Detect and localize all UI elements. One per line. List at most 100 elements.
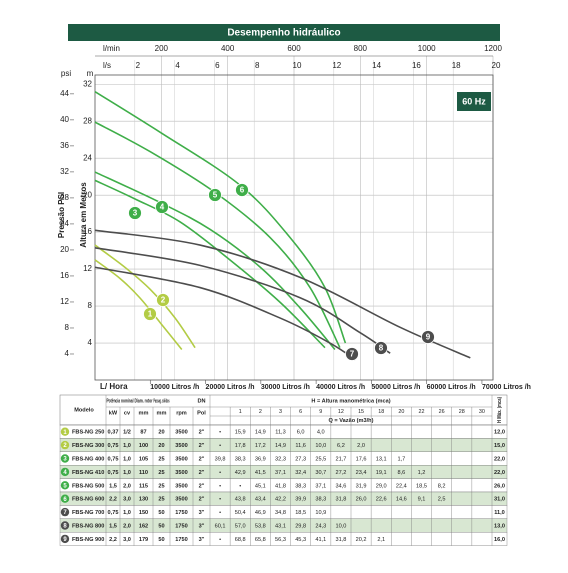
table-cell: rpm xyxy=(176,410,187,416)
table: Modelo Potência nominal Diam. rotor Passag.… xyxy=(59,394,508,546)
curve xyxy=(94,171,336,351)
table-cell: 14,6 xyxy=(396,497,407,503)
table-cell: • xyxy=(219,443,221,449)
table-cell: 0,75 xyxy=(108,443,119,449)
table-cell: 1750 xyxy=(175,523,187,529)
x3-tick-label: 4 xyxy=(175,61,180,70)
table-cell: 42,2 xyxy=(275,497,286,503)
table-cell: 60,1 xyxy=(215,523,226,529)
table-cell: 43,8 xyxy=(235,497,246,503)
table-cell: 50 xyxy=(158,523,164,529)
table-cell: 32,4 xyxy=(295,470,306,476)
table-cell: 2,2 xyxy=(109,497,117,503)
table-cell: 3" xyxy=(199,510,205,516)
curve-badge xyxy=(421,330,435,344)
table-cell: 27,2 xyxy=(335,470,346,476)
table-cell: 26,0 xyxy=(356,497,367,503)
x3-tick-label: 10 xyxy=(293,61,302,70)
table-cell: 2" xyxy=(199,430,205,436)
row-badge-label: 6 xyxy=(63,497,67,503)
table-cell: FBS-NG 600 xyxy=(72,497,104,503)
table-cell: 25 xyxy=(158,456,164,462)
table-cell: 41,5 xyxy=(255,470,266,476)
table-cell: 37,1 xyxy=(275,470,286,476)
y-axis-title: Altura em Metros xyxy=(79,182,88,248)
x3-tick-label: 14 xyxy=(372,61,381,70)
table-cell: 25 xyxy=(158,483,164,489)
table-cell: 2" xyxy=(199,483,205,489)
table-cell: 1 xyxy=(239,409,242,415)
table-cell: 2,0 xyxy=(123,523,131,529)
table-cell: FBS-NG 400 xyxy=(72,456,104,462)
table-cell: 20,2 xyxy=(356,537,367,543)
table-cell: FBS-NG 700 xyxy=(72,510,104,516)
table-cell: 1750 xyxy=(175,537,187,543)
curve xyxy=(94,247,391,354)
table-cell: 0,75 xyxy=(108,470,119,476)
table-cell: • xyxy=(219,497,221,503)
table-cell: 1,0 xyxy=(123,443,131,449)
y2-tick-label: 36 xyxy=(60,141,69,150)
curve-badge-label: 9 xyxy=(426,333,431,342)
table-cell: 32,3 xyxy=(275,456,286,462)
table-cell: 2" xyxy=(199,470,205,476)
table-cell: 19,1 xyxy=(376,470,387,476)
table-cell: 9,1 xyxy=(418,497,426,503)
table-cell: 105 xyxy=(139,456,148,462)
frequency-badge: 60 Hz xyxy=(462,96,486,106)
table-cell: 3 xyxy=(279,409,282,415)
table-cell: • xyxy=(219,483,221,489)
table-cell: 6,0 xyxy=(297,430,305,436)
table-cell: 29,8 xyxy=(295,523,306,529)
table-cell: 13,1 xyxy=(376,456,387,462)
curve xyxy=(94,179,326,349)
table-cell: 20 xyxy=(158,430,164,436)
y-tick-label: 24 xyxy=(83,153,92,162)
x2-tick-label: 200 xyxy=(155,44,169,53)
table-cell: 31,0 xyxy=(494,497,505,503)
x-tick-label: 40000 Litros /h xyxy=(316,384,365,391)
table-cell: 15,9 xyxy=(235,430,246,436)
table-cell: 27,3 xyxy=(295,456,306,462)
table-cell: 1,7 xyxy=(397,456,405,462)
table-cell: 39,8 xyxy=(215,456,226,462)
y-tick-label: 8 xyxy=(88,301,93,310)
table-cell: 3" xyxy=(199,523,205,529)
table-cell: • xyxy=(219,510,221,516)
table-cell: 87 xyxy=(140,430,146,436)
table-cell: 34,6 xyxy=(335,483,346,489)
table-cell: 6,2 xyxy=(337,443,345,449)
table-cell: H Máx. (mca) xyxy=(497,397,503,423)
table-cell: 3500 xyxy=(175,483,187,489)
table-cell: 3500 xyxy=(175,497,187,503)
table-cell: FBS-NG 500 xyxy=(72,483,104,489)
y2-axis-title: Pressão PSI xyxy=(57,192,66,238)
row-badge xyxy=(60,481,70,490)
y2-tick-label: 4 xyxy=(65,349,70,358)
table-cell: Diam. rotor xyxy=(135,398,153,404)
y2-tick-label: 40 xyxy=(60,115,69,124)
table-cell: 130 xyxy=(139,497,148,503)
curve-badge xyxy=(128,206,142,220)
table-cell: 11,3 xyxy=(275,430,285,436)
table-cell: 41,8 xyxy=(275,483,286,489)
curve-badge-label: 5 xyxy=(213,191,218,200)
table-cell: FBS-NG 410 xyxy=(72,470,104,476)
x3-tick-label: 2 xyxy=(136,61,141,70)
table-cell: 22,0 xyxy=(494,456,505,462)
table-cell: 1,0 xyxy=(123,470,131,476)
table-cell: 2" xyxy=(199,497,205,503)
curve xyxy=(94,244,196,349)
table-cell: • xyxy=(219,470,221,476)
y-axis-unit: m xyxy=(87,69,94,78)
curve xyxy=(94,266,356,361)
y2-tick-label: 8 xyxy=(65,323,70,332)
table-cell: 18,5 xyxy=(416,483,427,489)
table-cell: 1,0 xyxy=(123,456,131,462)
table-cell: 29,0 xyxy=(376,483,387,489)
y2-tick-label: 20 xyxy=(60,245,69,254)
table-cell: 0,75 xyxy=(108,510,119,516)
table-cell: 24,3 xyxy=(315,523,326,529)
x-tick-label: 60000 Litros /h xyxy=(427,384,476,391)
